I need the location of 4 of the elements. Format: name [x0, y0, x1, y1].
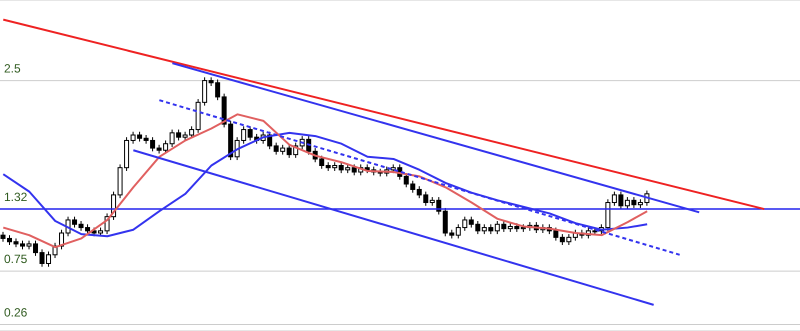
- y-tick-label: 2.5: [4, 62, 22, 76]
- y-tick-label: 0.26: [4, 305, 28, 320]
- y-tick-label: 0.75: [4, 252, 28, 266]
- y-tick-label: 1.32: [4, 190, 28, 204]
